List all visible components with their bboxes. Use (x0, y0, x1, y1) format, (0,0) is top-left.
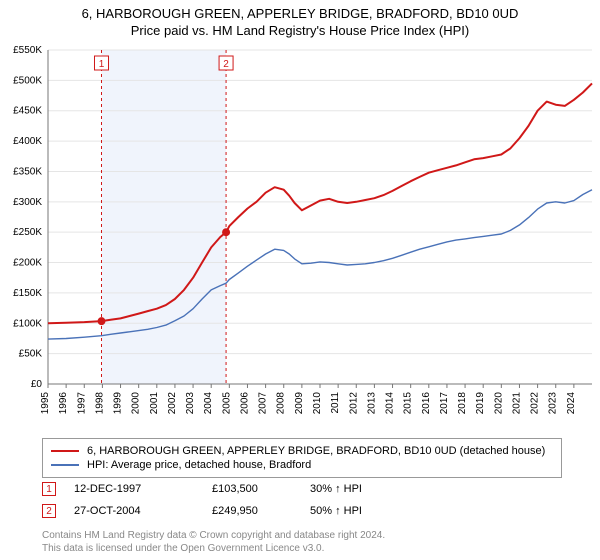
svg-text:£0: £0 (31, 379, 43, 390)
svg-text:2010: 2010 (312, 392, 323, 415)
svg-text:£150K: £150K (13, 288, 42, 299)
svg-text:2002: 2002 (167, 392, 178, 415)
svg-text:1999: 1999 (113, 392, 124, 415)
svg-text:£200K: £200K (13, 258, 42, 269)
chart: £0 £50K £100K £150K £200K £250K £300K £350K £400… (0, 44, 600, 434)
svg-text:£350K: £350K (13, 166, 42, 177)
svg-text:2001: 2001 (149, 392, 160, 415)
sale-marker-1-num: 1 (46, 484, 52, 495)
sale-2-price: £249,950 (212, 505, 292, 517)
sale-2-vshpi: 50% ↑ HPI (310, 505, 400, 517)
svg-text:1998: 1998 (94, 392, 105, 415)
svg-text:1: 1 (99, 59, 105, 70)
svg-text:2011: 2011 (330, 392, 341, 414)
svg-text:2009: 2009 (294, 392, 305, 415)
svg-text:2021: 2021 (511, 392, 522, 415)
sale-row-2: 2 27-OCT-2004 £249,950 50% ↑ HPI (42, 504, 562, 518)
sale-row-1: 1 12-DEC-1997 £103,500 30% ↑ HPI (42, 482, 562, 496)
chart-container: 6, HARBOROUGH GREEN, APPERLEY BRIDGE, BR… (0, 0, 600, 560)
svg-text:2003: 2003 (185, 392, 196, 415)
sale-2-date: 27-OCT-2004 (74, 505, 194, 517)
legend-label-property: 6, HARBOROUGH GREEN, APPERLEY BRIDGE, BR… (87, 445, 545, 457)
svg-text:2017: 2017 (439, 392, 450, 415)
svg-text:2019: 2019 (475, 392, 486, 415)
svg-text:£400K: £400K (13, 136, 42, 147)
svg-text:2020: 2020 (493, 392, 504, 415)
footer-line2: This data is licensed under the Open Gov… (42, 543, 562, 556)
svg-text:2007: 2007 (258, 392, 269, 415)
title-address: 6, HARBOROUGH GREEN, APPERLEY BRIDGE, BR… (0, 6, 600, 21)
svg-text:2014: 2014 (385, 392, 396, 415)
legend-label-hpi: HPI: Average price, detached house, Brad… (87, 459, 311, 471)
sale-1-price: £103,500 (212, 483, 292, 495)
svg-text:2012: 2012 (348, 392, 359, 415)
svg-text:£100K: £100K (13, 318, 42, 329)
svg-text:1996: 1996 (58, 392, 69, 415)
sale-marker-1: 1 (42, 482, 56, 496)
svg-text:2016: 2016 (421, 392, 432, 415)
title-block: 6, HARBOROUGH GREEN, APPERLEY BRIDGE, BR… (0, 0, 600, 38)
svg-text:2000: 2000 (131, 392, 142, 415)
svg-text:£450K: £450K (13, 106, 42, 117)
svg-text:£50K: £50K (19, 349, 43, 360)
svg-text:2006: 2006 (239, 392, 250, 415)
svg-text:£550K: £550K (13, 45, 42, 56)
svg-text:2024: 2024 (566, 392, 577, 415)
svg-text:2023: 2023 (548, 392, 559, 415)
svg-text:2008: 2008 (276, 392, 287, 415)
svg-text:1995: 1995 (40, 392, 51, 415)
svg-text:£300K: £300K (13, 197, 42, 208)
legend-row-property: 6, HARBOROUGH GREEN, APPERLEY BRIDGE, BR… (51, 445, 553, 457)
svg-text:2015: 2015 (403, 392, 414, 415)
legend-line-property (51, 450, 79, 452)
sale-1-vshpi: 30% ↑ HPI (310, 483, 400, 495)
footer-line1: Contains HM Land Registry data © Crown c… (42, 530, 562, 543)
sale-1-date: 12-DEC-1997 (74, 483, 194, 495)
svg-text:1997: 1997 (76, 392, 87, 415)
legend: 6, HARBOROUGH GREEN, APPERLEY BRIDGE, BR… (42, 438, 562, 478)
svg-text:2013: 2013 (366, 392, 377, 415)
sale-marker-2: 2 (42, 504, 56, 518)
svg-text:2004: 2004 (203, 392, 214, 415)
chart-svg: £0 £50K £100K £150K £200K £250K £300K £350K £400… (0, 44, 600, 434)
svg-text:2018: 2018 (457, 392, 468, 415)
legend-line-hpi (51, 464, 79, 466)
svg-text:2022: 2022 (530, 392, 541, 415)
svg-text:£500K: £500K (13, 75, 42, 86)
svg-text:2: 2 (223, 59, 229, 70)
svg-text:£250K: £250K (13, 227, 42, 238)
sale-marker-2-num: 2 (46, 506, 52, 517)
svg-text:2005: 2005 (221, 392, 232, 415)
title-subtitle: Price paid vs. HM Land Registry's House … (0, 23, 600, 38)
footer: Contains HM Land Registry data © Crown c… (42, 530, 562, 555)
legend-row-hpi: HPI: Average price, detached house, Brad… (51, 459, 553, 471)
